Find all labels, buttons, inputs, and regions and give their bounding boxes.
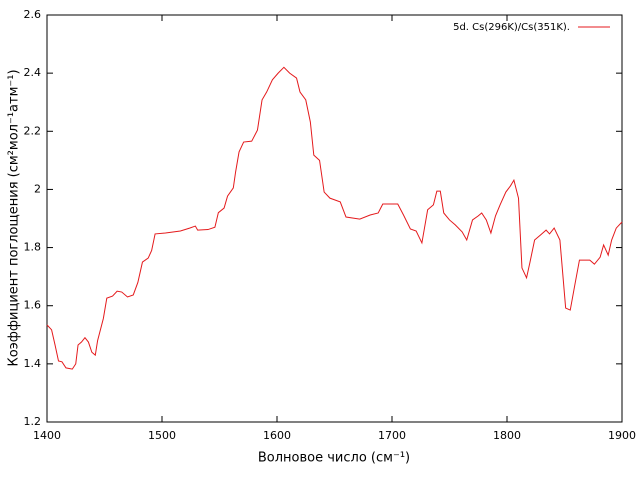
plot-border xyxy=(46,14,623,423)
y-tick-label: 1.4 xyxy=(24,357,42,370)
legend-label: 5d. Cs(296K)/Cs(351K). xyxy=(453,22,570,33)
data-line xyxy=(46,66,623,370)
y-tick-label: 1.6 xyxy=(24,299,42,312)
x-axis-title: Волновое число (см⁻¹) xyxy=(258,451,410,466)
x-tick-label: 1600 xyxy=(263,429,291,442)
y-tick-label: 1.2 xyxy=(24,415,42,428)
y-tick-label: 1.8 xyxy=(24,241,42,254)
y-tick-label: 2.2 xyxy=(24,124,42,137)
y-tick-label: 2.4 xyxy=(24,66,42,79)
x-tick-label: 1400 xyxy=(33,429,61,442)
x-tick-label: 1900 xyxy=(608,429,636,442)
y-tick-label: 2 xyxy=(34,182,41,195)
x-tick-label: 1800 xyxy=(493,429,521,442)
x-tick-label: 1500 xyxy=(148,429,176,442)
x-tick-label: 1700 xyxy=(378,429,406,442)
y-tick-label: 2.6 xyxy=(24,8,42,21)
y-axis-title: Коэффициент поглощения (см²мол⁻¹атм⁻¹) xyxy=(7,69,22,366)
